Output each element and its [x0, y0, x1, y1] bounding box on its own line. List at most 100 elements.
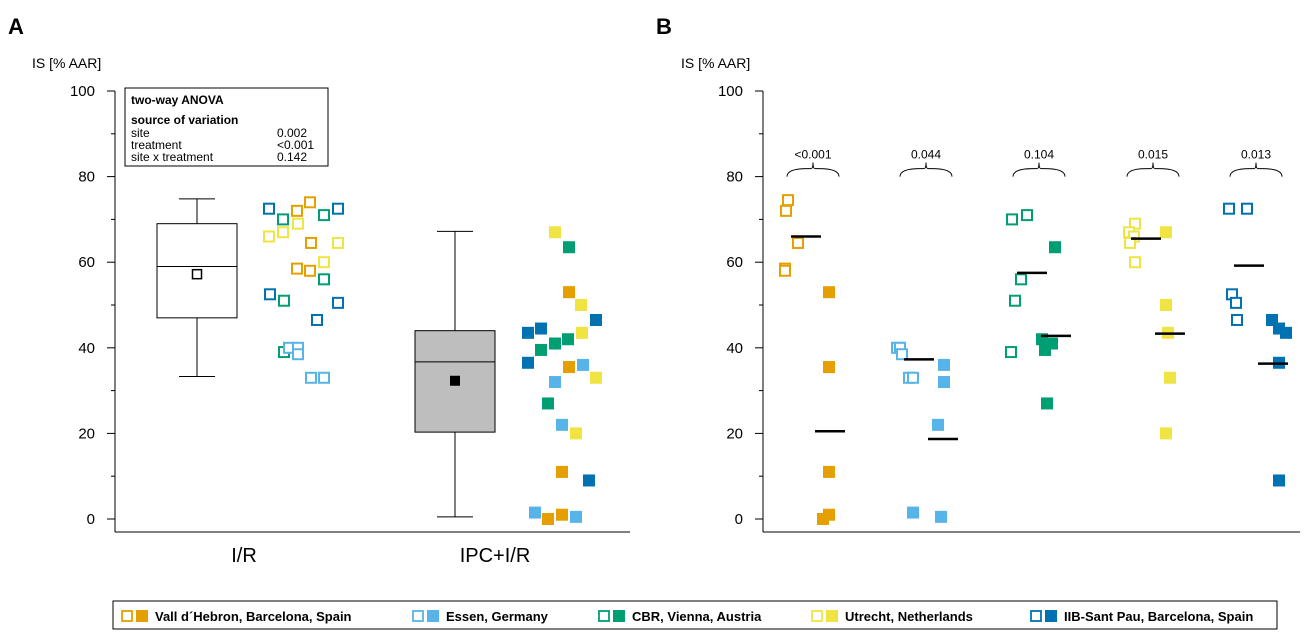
anova-row-label: site [131, 126, 150, 140]
panel-b-y-axis-title: IS [% AAR] [681, 55, 750, 71]
data-point [1223, 202, 1235, 215]
data-point [556, 508, 568, 521]
data-point [556, 465, 568, 478]
data-point [576, 326, 588, 339]
data-point [782, 194, 794, 207]
data-point [1280, 326, 1292, 339]
data-point [292, 348, 304, 361]
legend-frame [112, 600, 1278, 630]
legend-label: IIB-Sant Pau, Barcelona, Spain [1064, 609, 1253, 624]
x-category-label: I/R [231, 545, 257, 567]
data-point [1021, 209, 1033, 222]
data-point [896, 348, 908, 361]
data-point [823, 465, 835, 478]
data-point [577, 358, 589, 371]
data-point [305, 236, 317, 249]
p-value-label: 0.044 [911, 148, 941, 162]
panel-b-letter: B [656, 14, 672, 39]
legend-filled-swatch [427, 610, 439, 622]
legend-filled-swatch [1045, 610, 1057, 622]
comparison-bracket [786, 162, 840, 177]
data-point [304, 264, 316, 277]
legend: Vall d´Hebron, Barcelona, Spain Essen, Ge… [112, 600, 1278, 630]
legend-label: Vall d´Hebron, Barcelona, Spain [155, 609, 352, 624]
data-point [570, 510, 582, 523]
data-point [1009, 294, 1021, 307]
data-point [264, 288, 276, 301]
data-point [535, 343, 547, 356]
comparison-bracket [1012, 162, 1066, 177]
data-point [583, 474, 595, 487]
data-point [332, 296, 344, 309]
panel-a-y-axis-title: IS [% AAR] [32, 55, 101, 71]
data-point [1041, 397, 1053, 410]
panel-a-plot: 0 20 40 60 80 100 I/R IPC+I/R [70, 83, 630, 567]
data-point [938, 358, 950, 371]
data-point [1039, 343, 1051, 356]
data-point [278, 294, 290, 307]
data-point [549, 376, 561, 389]
data-point [935, 510, 947, 523]
data-point [823, 361, 835, 374]
data-point [529, 506, 541, 519]
y-tick-label: 20 [78, 425, 95, 442]
data-point [277, 213, 289, 226]
data-point [1241, 202, 1253, 215]
y-tick-label: 40 [726, 340, 743, 357]
anova-row-label: site x treatment [131, 150, 214, 164]
data-point [332, 202, 344, 215]
anova-frame [124, 87, 329, 167]
data-point [522, 356, 534, 369]
data-point [907, 371, 919, 384]
legend-filled-swatch [136, 610, 148, 622]
data-point [277, 226, 289, 239]
p-value-label: 0.015 [1138, 148, 1168, 162]
data-point [590, 371, 602, 384]
y-tick-label: 40 [78, 340, 95, 357]
comparison-bracket [1229, 162, 1283, 177]
legend-label: Essen, Germany [446, 609, 549, 624]
data-point [1049, 241, 1061, 254]
legend-filled-swatch [613, 610, 625, 622]
data-point [779, 264, 791, 277]
legend-filled-swatch [826, 610, 838, 622]
data-point [907, 506, 919, 519]
data-point [792, 236, 804, 249]
data-point [817, 513, 829, 525]
data-point [563, 361, 575, 374]
legend-open-swatch [598, 610, 610, 622]
data-point [1129, 256, 1141, 269]
y-tick-label: 60 [726, 254, 743, 271]
legend-open-swatch [412, 610, 424, 622]
legend-open-swatch [811, 610, 823, 622]
panel-a-letter: A [8, 14, 24, 39]
data-point [549, 337, 561, 350]
comparison-bracket [899, 162, 953, 177]
data-point [318, 209, 330, 222]
y-tick-label: 100 [718, 83, 743, 100]
data-point [318, 371, 330, 384]
data-point [562, 333, 574, 346]
y-tick-label: 80 [78, 169, 95, 186]
data-point [575, 299, 587, 311]
anova-row-value: 0.142 [277, 150, 307, 164]
data-point [291, 262, 303, 275]
anova-row-value: 0.002 [277, 126, 307, 140]
data-point [1273, 474, 1285, 487]
y-tick-label: 20 [726, 425, 743, 442]
data-point [549, 226, 561, 239]
data-point [938, 376, 950, 389]
y-tick-label: 0 [735, 511, 743, 528]
anova-title: two-way ANOVA [131, 93, 224, 107]
p-value-label: <0.001 [794, 148, 831, 162]
data-point [780, 204, 792, 217]
anova-row-label: treatment [131, 138, 182, 152]
legend-label: Utrecht, Netherlands [845, 609, 973, 624]
data-point [823, 286, 835, 299]
y-tick-label: 80 [726, 169, 743, 186]
data-point [263, 202, 275, 215]
y-tick-label: 0 [87, 511, 95, 528]
data-point [535, 322, 547, 335]
data-point [563, 241, 575, 254]
